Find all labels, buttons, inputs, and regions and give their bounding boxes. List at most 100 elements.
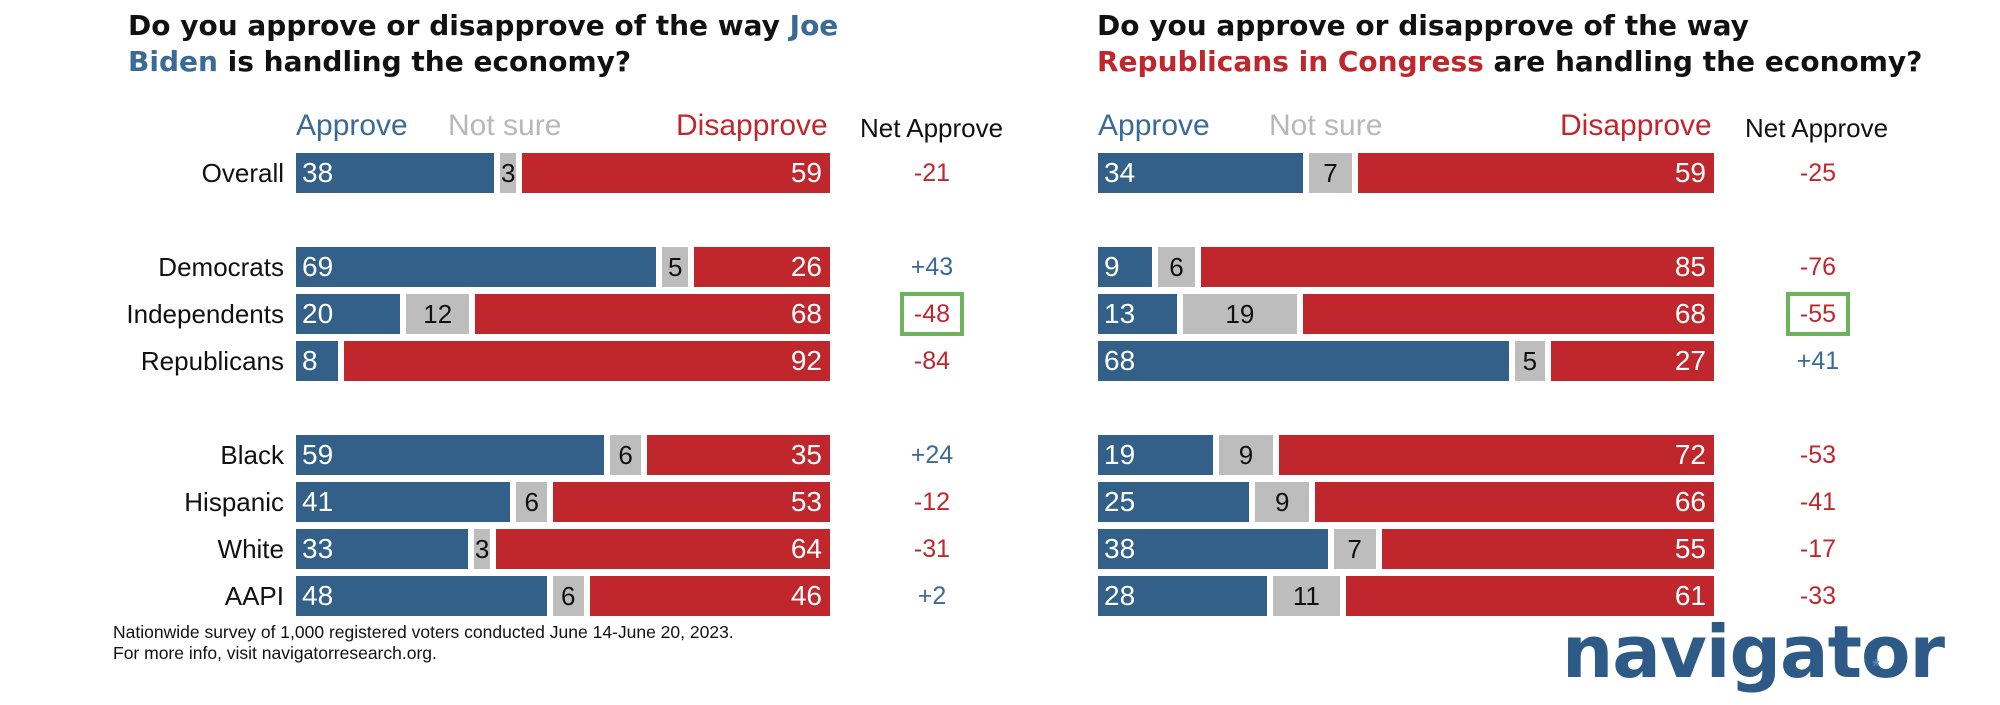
biden-bar-not-sure-independents <box>406 294 470 334</box>
republicans-value-disapprove-white: 55 <box>1674 533 1706 564</box>
biden-bar-disapprove-republicans <box>344 341 830 381</box>
biden-bar-disapprove-aapi <box>589 576 830 616</box>
biden-value-approve-black: 59 <box>302 439 334 470</box>
republicans-net-hispanic: -41 <box>1799 488 1837 516</box>
biden-label-independents: Independents <box>126 299 284 329</box>
biden-bar-disapprove-independents <box>475 294 830 334</box>
republicans-value-approve-hispanic: 25 <box>1104 486 1136 517</box>
biden-net-aapi: +2 <box>917 582 947 610</box>
biden-bar-not-sure-overall <box>500 153 517 193</box>
biden-bar-disapprove-overall <box>522 153 830 193</box>
republicans-net-independents: -55 <box>1799 300 1837 328</box>
biden-value-approve-aapi: 48 <box>302 580 334 611</box>
republicans-bar-disapprove-aapi <box>1345 576 1714 616</box>
republicans-net-black: -53 <box>1799 441 1837 469</box>
republicans-legend-not-sure: Not sure <box>1269 109 1383 142</box>
republicans-bar-approve-hispanic <box>1098 482 1249 522</box>
biden-bar-approve-hispanic <box>296 482 511 522</box>
biden-value-approve-independents: 20 <box>302 298 334 329</box>
biden-value-disapprove-republicans: 92 <box>790 345 822 376</box>
republicans-net-overall: -25 <box>1799 159 1837 187</box>
navigator-logo: navigator <box>1562 610 1945 694</box>
republicans-value-not-sure-hispanic: 9 <box>1274 487 1290 517</box>
biden-bar-disapprove-black <box>647 435 830 475</box>
biden-legend-not-sure: Not sure <box>448 109 562 142</box>
republicans-value-disapprove-republicans: 27 <box>1674 345 1706 376</box>
republicans-bar-disapprove-republicans <box>1550 341 1714 381</box>
biden-net-overall: -21 <box>913 159 951 187</box>
republicans-value-not-sure-black: 9 <box>1238 440 1254 470</box>
biden-label-black: Black <box>220 440 284 470</box>
biden-label-republicans: Republicans <box>140 346 284 376</box>
biden-net-black: +24 <box>910 441 954 469</box>
republicans-value-not-sure-independents: 19 <box>1225 299 1255 329</box>
biden-label-white: White <box>217 534 284 564</box>
biden-value-disapprove-aapi: 46 <box>790 580 822 611</box>
republicans-value-disapprove-independents: 68 <box>1674 298 1706 329</box>
republicans-title-subject: Republicans in Congress <box>1097 45 1484 78</box>
biden-bar-disapprove-democrats <box>694 247 830 287</box>
republicans-bar-approve-aapi <box>1098 576 1268 616</box>
biden-bar-approve-overall <box>296 153 495 193</box>
republicans-bar-approve-black <box>1098 435 1213 475</box>
republicans-bar-not-sure-hispanic <box>1255 482 1310 522</box>
biden-bar-approve-black <box>296 435 604 475</box>
biden-title-subject: Joe Biden <box>128 9 839 78</box>
republicans-bar-disapprove-democrats <box>1200 247 1714 287</box>
biden-net-independents: -48 <box>913 300 951 328</box>
biden-legend-approve: Approve <box>296 109 408 142</box>
republicans-bar-not-sure-black <box>1218 435 1274 475</box>
republicans-value-approve-overall: 34 <box>1104 157 1136 188</box>
republicans-bar-approve-overall <box>1098 153 1304 193</box>
biden-bar-disapprove-white <box>495 529 830 569</box>
biden-bar-approve-aapi <box>296 576 547 616</box>
biden-value-disapprove-black: 35 <box>790 439 822 470</box>
republicans-value-approve-aapi: 28 <box>1104 580 1136 611</box>
biden-value-approve-white: 33 <box>302 533 334 564</box>
biden-value-not-sure-democrats: 5 <box>667 252 683 282</box>
biden-value-not-sure-black: 6 <box>618 440 633 470</box>
republicans-bar-not-sure-republicans <box>1514 341 1545 381</box>
republicans-value-disapprove-overall: 59 <box>1674 157 1706 188</box>
biden-value-approve-hispanic: 41 <box>302 486 334 517</box>
republicans-legend-disapprove: Disapprove <box>1560 109 1712 142</box>
footnote-line-1: Nationwide survey of 1,000 registered vo… <box>113 622 734 642</box>
republicans-net-approve-header: Net Approve <box>1745 113 1889 143</box>
biden-bar-approve-republicans <box>296 341 339 381</box>
republicans-bar-disapprove-black <box>1279 435 1714 475</box>
logo-star-icon: * <box>1872 656 1880 678</box>
republicans-bar-not-sure-overall <box>1309 153 1352 193</box>
republicans-net-republicans: +41 <box>1796 347 1840 375</box>
biden-net-hispanic: -12 <box>913 488 951 516</box>
republicans-value-not-sure-overall: 7 <box>1323 158 1338 188</box>
biden-value-disapprove-overall: 59 <box>790 157 822 188</box>
republicans-bar-approve-republicans <box>1098 341 1509 381</box>
biden-value-approve-overall: 38 <box>302 157 334 188</box>
republicans-value-not-sure-republicans: 5 <box>1522 346 1538 376</box>
republicans-bar-approve-white <box>1098 529 1328 569</box>
republicans-value-approve-republicans: 68 <box>1104 345 1136 376</box>
republicans-highlight-box-independents <box>1786 292 1850 336</box>
biden-label-aapi: AAPI <box>224 581 284 611</box>
republicans-value-approve-white: 38 <box>1104 533 1136 564</box>
biden-bar-approve-independents <box>296 294 401 334</box>
biden-bar-not-sure-white <box>474 529 490 569</box>
republicans-value-approve-democrats: 9 <box>1104 251 1120 282</box>
biden-value-approve-democrats: 69 <box>302 251 334 282</box>
republicans-legend-approve: Approve <box>1098 109 1210 142</box>
biden-net-approve-header: Net Approve <box>860 113 1004 143</box>
biden-value-not-sure-white: 3 <box>474 534 490 564</box>
republicans-bar-approve-democrats <box>1098 247 1153 287</box>
republicans-value-disapprove-hispanic: 66 <box>1674 486 1706 517</box>
footnote-line-2: For more info, visit navigatorresearch.o… <box>113 643 437 663</box>
biden-value-not-sure-overall: 3 <box>500 158 516 188</box>
republicans-net-democrats: -76 <box>1799 253 1837 281</box>
republicans-value-disapprove-black: 72 <box>1674 439 1706 470</box>
biden-net-democrats: +43 <box>910 253 954 281</box>
republicans-net-aapi: -33 <box>1799 582 1837 610</box>
republicans-bar-approve-independents <box>1098 294 1177 334</box>
biden-value-not-sure-independents: 12 <box>423 299 453 329</box>
biden-label-overall: Overall <box>201 158 284 188</box>
biden-value-disapprove-democrats: 26 <box>790 251 822 282</box>
republicans-value-approve-independents: 13 <box>1104 298 1136 329</box>
